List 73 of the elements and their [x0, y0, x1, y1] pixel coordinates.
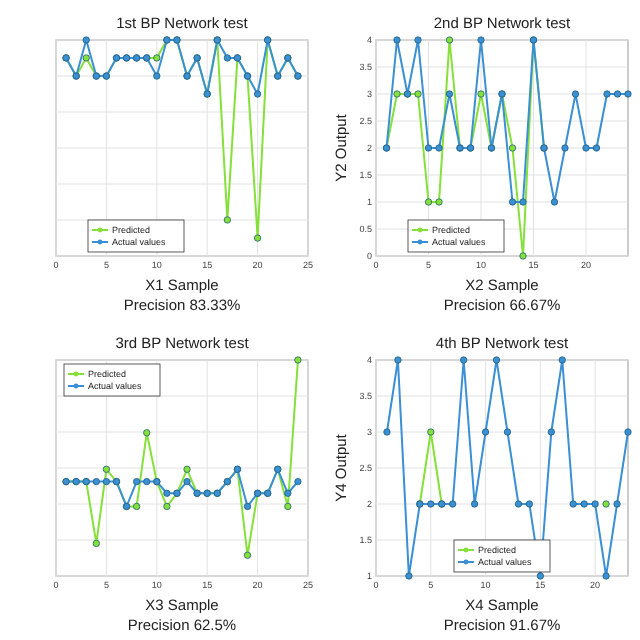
- point: [254, 90, 262, 98]
- point: [393, 90, 401, 98]
- point: [591, 500, 599, 508]
- point: [294, 356, 302, 364]
- point: [143, 429, 151, 437]
- point: [284, 489, 292, 497]
- point: [92, 539, 100, 547]
- point: [536, 572, 544, 580]
- point: [284, 502, 292, 511]
- point: [223, 54, 231, 62]
- point: [393, 36, 401, 44]
- point: [602, 572, 610, 580]
- point: [471, 500, 479, 508]
- point: [223, 216, 231, 224]
- point: [492, 356, 501, 364]
- point: [569, 500, 577, 508]
- point: [571, 90, 580, 98]
- point: [254, 234, 262, 242]
- point: [243, 502, 252, 511]
- point: [613, 90, 622, 98]
- point: [435, 198, 443, 206]
- point: [580, 500, 588, 508]
- point: [477, 90, 485, 98]
- point: [424, 144, 433, 152]
- point: [508, 144, 517, 152]
- point: [525, 500, 533, 508]
- point: [383, 428, 391, 436]
- point: [477, 36, 485, 44]
- point: [592, 144, 601, 152]
- point: [547, 428, 555, 436]
- point: [414, 36, 422, 44]
- point: [163, 502, 171, 511]
- point: [133, 502, 141, 511]
- point: [602, 500, 610, 508]
- point: [514, 500, 523, 508]
- point: [82, 54, 90, 62]
- point: [519, 198, 527, 206]
- point: [243, 551, 252, 559]
- point: [405, 572, 413, 580]
- point: [153, 54, 161, 62]
- point: [82, 36, 90, 44]
- point: [519, 252, 527, 260]
- point: [582, 144, 590, 152]
- point: [624, 428, 632, 436]
- point: [460, 356, 468, 364]
- point: [561, 144, 569, 152]
- point: [603, 90, 611, 98]
- point: [394, 356, 402, 364]
- point: [508, 198, 517, 206]
- point: [424, 198, 433, 206]
- point: [153, 72, 161, 80]
- point: [481, 428, 490, 436]
- point: [445, 90, 454, 98]
- point: [427, 428, 435, 436]
- point: [102, 478, 110, 486]
- point: [550, 198, 559, 206]
- point: [133, 478, 141, 486]
- point: [624, 90, 632, 98]
- point: [414, 90, 422, 98]
- point: [558, 356, 566, 364]
- point: [613, 500, 621, 508]
- point: [102, 465, 110, 473]
- point: [183, 465, 191, 473]
- point: [449, 500, 457, 508]
- point: [183, 478, 191, 486]
- point: [294, 478, 302, 486]
- point: [427, 500, 435, 508]
- point: [503, 428, 512, 436]
- point: [435, 144, 443, 152]
- point: [92, 478, 100, 486]
- point: [143, 478, 151, 486]
- point: [163, 489, 171, 497]
- point: [445, 36, 454, 44]
